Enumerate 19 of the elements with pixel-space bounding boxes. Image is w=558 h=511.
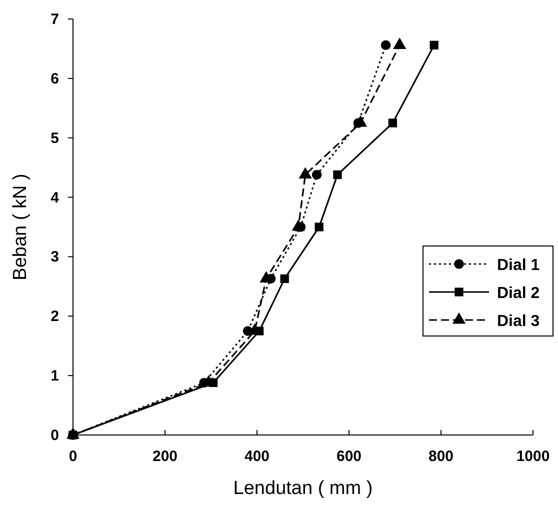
x-tick-label: 200 [152, 448, 178, 465]
legend-label: Dial 2 [497, 285, 540, 302]
y-tick-label: 1 [50, 368, 59, 385]
x-tick-label: 800 [428, 448, 454, 465]
y-tick-label: 0 [50, 427, 59, 444]
x-tick-label: 0 [68, 448, 78, 465]
y-tick-label: 4 [50, 189, 60, 206]
x-tick-label: 600 [336, 448, 362, 465]
x-axis-title: Lendutan ( mm ) [233, 478, 373, 499]
y-axis-title: Beban ( kN ) [10, 174, 31, 280]
legend-label: Dial 3 [497, 313, 540, 330]
x-tick-label: 400 [244, 448, 270, 465]
x-tick-label: 1000 [516, 448, 550, 465]
y-tick-label: 5 [50, 130, 59, 147]
y-tick-label: 7 [50, 11, 59, 28]
y-tick-label: 2 [50, 308, 59, 326]
y-tick-label: 6 [50, 70, 59, 88]
y-tick-label: 3 [50, 248, 59, 266]
legend-label: Dial 1 [497, 257, 540, 274]
